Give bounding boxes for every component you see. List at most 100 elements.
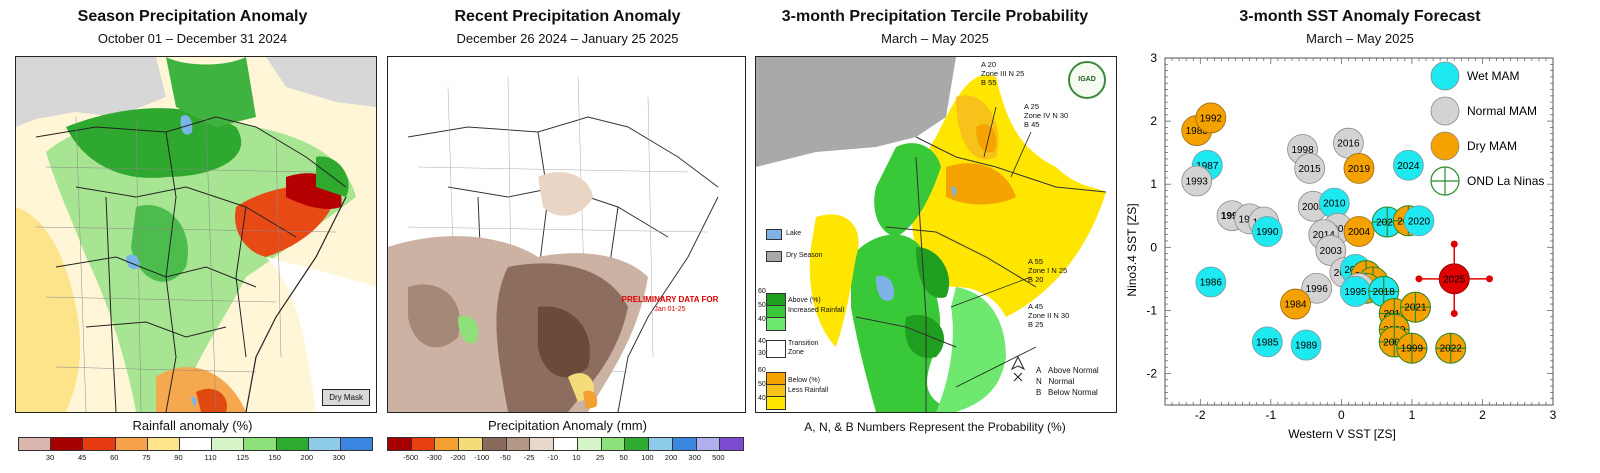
lake-swatch [766, 229, 782, 240]
point-1996: 1996 [1301, 272, 1333, 304]
chart-title: 3-month SST Anomaly Forecast [1239, 8, 1481, 25]
precip-tick-6: -10 [547, 453, 559, 462]
panel3-title: 3-month Precipitation Tercile Probabilit… [781, 8, 1089, 25]
point-2024: 2024 [1392, 149, 1424, 181]
y-tick-label: 1 [1150, 177, 1157, 191]
legend-label: Normal MAM [1467, 104, 1537, 118]
panel2-subtitle: December 26 2024 – January 25 2025 [456, 31, 679, 46]
point-marker [1251, 216, 1283, 247]
rainfall-swatch-7 [244, 438, 277, 450]
precip-tick-11: 200 [664, 453, 678, 462]
precip-tick-2: -200 [450, 453, 466, 462]
x-tick-label: 2 [1479, 408, 1486, 422]
recent-anomaly-map-graphic [388, 76, 719, 412]
rainfall-swatch-9 [308, 438, 341, 450]
panel3-subtitle: March – May 2025 [881, 31, 989, 46]
point-label: 1994 [1221, 211, 1244, 222]
point-label-2025: 2025 [1443, 274, 1466, 285]
point-marker [1343, 216, 1375, 247]
transition-caption-1: Transition [788, 340, 819, 347]
precip-tick-0: -500 [403, 453, 419, 462]
point-marker [1251, 326, 1283, 358]
forecast-error-cap [1450, 310, 1458, 318]
point-label: 2014 [1313, 230, 1336, 241]
precip-swatch-8 [577, 438, 602, 450]
above-40-swatch [766, 317, 786, 331]
point-1992: 1992 [1195, 102, 1227, 134]
panel2-colorbar-label: Precipitation Anomaly (mm) [488, 418, 647, 433]
abn-row-a: A Above Normal [1036, 366, 1099, 375]
tercile-probability-map-graphic [756, 57, 1107, 412]
x-tick-label: 3 [1550, 408, 1557, 422]
rainfall-tick-0: 30 [45, 453, 55, 462]
transition-swatch [766, 340, 786, 358]
precip-swatch-9 [601, 438, 626, 450]
above-caption-2: Increased Rainfall [788, 307, 845, 314]
point-label: 1985 [1256, 337, 1279, 348]
abn-legend: A Above Normal N Normal B Below Normal [1036, 365, 1099, 398]
point-1995: 1995 [1340, 276, 1371, 307]
precip-swatch-5 [506, 438, 531, 450]
point-label: 1989 [1295, 341, 1318, 352]
rainfall-tick-4: 90 [174, 453, 183, 462]
trans-40-label: 40 [758, 338, 766, 345]
rainfall-swatch-5 [179, 438, 213, 450]
panel-sst-forecast: 3-month SST Anomaly Forecast March – May… [1120, 0, 1600, 473]
season-anomaly-map-graphic [16, 57, 376, 412]
above-40-label: 40 [758, 316, 766, 323]
legend-item-0: Wet MAM [1430, 61, 1519, 91]
above-60-label: 60 [758, 288, 766, 295]
rainfall-tick-2: 60 [110, 453, 119, 462]
point-label: 1987 [1196, 161, 1219, 172]
zone-ii-label: A 45 Zone II N 30 B 25 [1028, 302, 1070, 329]
la-nina-ring [1396, 332, 1428, 364]
precip-swatch-4 [482, 438, 507, 450]
precip-swatch-14 [720, 438, 744, 450]
point-label: 2022 [1440, 344, 1463, 355]
precip-tick-4: -50 [499, 453, 511, 462]
point-label: 2003 [1320, 246, 1343, 257]
point-label: 2016 [1337, 139, 1360, 150]
point-marker [1280, 288, 1311, 320]
abn-row-n: N Normal [1036, 377, 1075, 386]
point-label: 2008 [1383, 337, 1406, 348]
precip-swatch-6 [530, 438, 555, 450]
point-label: 1992 [1200, 113, 1223, 124]
below-caption-2: Less Rainfall [788, 387, 829, 394]
legend-item-2: Dry MAM [1430, 131, 1517, 161]
point-label: 2023 [1376, 218, 1399, 229]
point-2021: 2021 [1399, 291, 1431, 323]
point-label: 1995 [1344, 287, 1367, 298]
point-label: 2005 [1302, 202, 1325, 213]
y-tick-label: -2 [1146, 366, 1157, 380]
recent-anomaly-map: PRELIMINARY DATA FOR Jan 01-25 [387, 56, 746, 413]
x-tick-label: -1 [1265, 408, 1276, 422]
point-label: 1999 [1401, 344, 1424, 355]
point-2003: 2003 [1315, 235, 1347, 266]
transition-caption-2: Zone [788, 349, 804, 356]
prelim-line2: Jan 01-25 [654, 306, 686, 313]
precip-swatch-0 [388, 438, 412, 450]
point-marker [1195, 266, 1227, 298]
panel-recent-anomaly: Recent Precipitation Anomaly December 26… [385, 0, 750, 473]
point-1985: 1985 [1251, 326, 1283, 358]
point-label: 1990 [1256, 227, 1279, 238]
point-2015: 2015 [1294, 153, 1326, 184]
point-1990: 1990 [1251, 216, 1283, 247]
above-caption-1: Above (%) [788, 297, 821, 304]
point-label: 2015 [1298, 164, 1321, 175]
panel1-subtitle: October 01 – December 31 2024 [97, 31, 288, 46]
point-label: 2004 [1348, 227, 1371, 238]
rainfall-swatch-10 [340, 438, 373, 450]
dry-season-swatch [766, 251, 782, 262]
zone-iii-label: A 20 Zone III N 25 B 55 [981, 60, 1025, 87]
rainfall-tick-7: 150 [268, 453, 281, 462]
precip-swatch-10 [625, 438, 650, 450]
precip-swatch-2 [435, 438, 460, 450]
forecast-error-cap [1450, 240, 1458, 248]
rainfall-swatch-3 [115, 438, 148, 450]
point-label: 1984 [1284, 300, 1307, 311]
below-40-label: 40 [758, 395, 766, 402]
precip-tick-9: 50 [619, 453, 628, 462]
legend-label: OND La Ninas [1467, 174, 1544, 188]
